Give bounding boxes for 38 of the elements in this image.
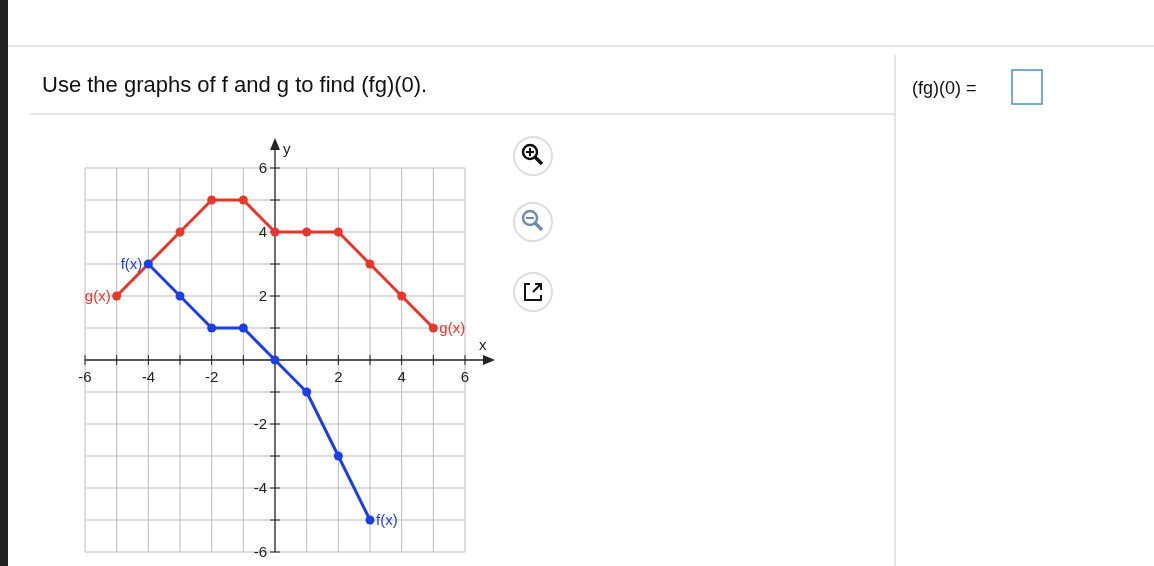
x-tick-label: 2 bbox=[334, 368, 343, 385]
point bbox=[143, 259, 153, 269]
point bbox=[365, 515, 375, 525]
y-axis-title: y bbox=[283, 140, 291, 157]
y-tick-label: -2 bbox=[253, 415, 267, 432]
point bbox=[333, 227, 343, 237]
text: f(x) bbox=[120, 255, 143, 272]
x-tick-label: -2 bbox=[204, 368, 219, 385]
text: g(x) bbox=[439, 319, 466, 336]
y-tick-label: -6 bbox=[253, 543, 267, 560]
series-label: g(x) bbox=[84, 287, 111, 304]
point bbox=[270, 355, 280, 365]
x-tick-label: -4 bbox=[141, 368, 156, 385]
x-axis-title: x bbox=[479, 336, 487, 353]
point bbox=[207, 195, 217, 205]
point bbox=[175, 291, 185, 301]
x-tick-label: 4 bbox=[397, 368, 406, 385]
point bbox=[238, 195, 248, 205]
y-tick-label: 2 bbox=[258, 287, 267, 304]
point bbox=[333, 451, 343, 461]
series-label: f(x) bbox=[376, 511, 398, 528]
point bbox=[365, 259, 375, 269]
y-tick-label: 6 bbox=[258, 159, 267, 176]
point bbox=[302, 387, 312, 397]
point bbox=[238, 323, 248, 333]
point bbox=[428, 323, 438, 333]
chart-title: Use the graphs of f and g to find (fg)(0). bbox=[42, 72, 428, 97]
point bbox=[175, 227, 185, 237]
text: (fg)(0) = bbox=[912, 78, 977, 98]
y-tick-label: -4 bbox=[253, 479, 267, 496]
x-tick-label: 6 bbox=[460, 368, 470, 385]
point bbox=[397, 291, 407, 301]
point bbox=[112, 291, 122, 301]
y-tick-label: 4 bbox=[258, 223, 267, 240]
point bbox=[270, 227, 280, 237]
point bbox=[207, 323, 217, 333]
point bbox=[302, 227, 312, 237]
x-tick-label: -6 bbox=[78, 368, 92, 385]
